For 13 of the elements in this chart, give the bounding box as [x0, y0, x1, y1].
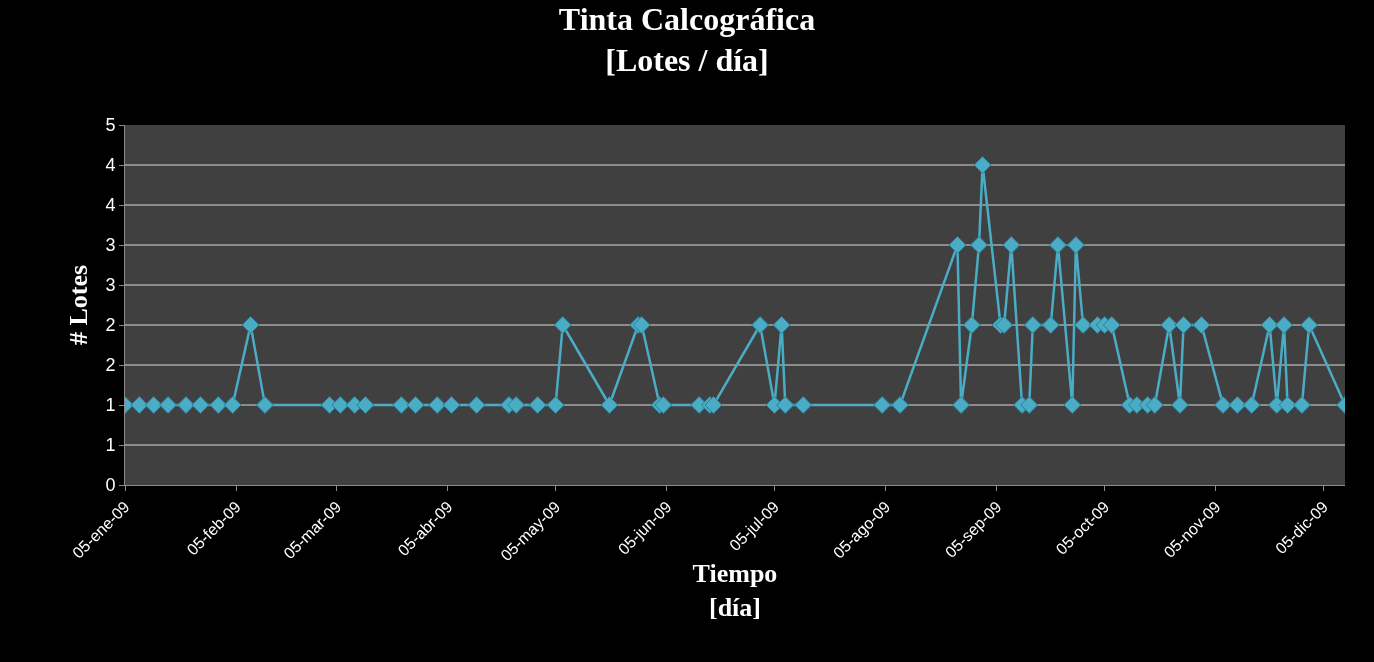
y-tick-label: 2: [105, 315, 116, 336]
y-tick-label: 5: [105, 115, 116, 136]
chart-title: Tinta Calcográfica [Lotes / día]: [558, 0, 816, 79]
y-tick-label: 4: [105, 155, 116, 176]
y-tick-label: 2: [105, 355, 116, 376]
y-tick-label: 3: [105, 275, 116, 296]
y-axis-title: # Lotes: [63, 264, 93, 346]
y-tick-label: 0: [105, 475, 116, 496]
y-tick-label: 1: [105, 435, 116, 456]
y-tick-label: 3: [105, 235, 116, 256]
y-tick-label: 1: [105, 395, 116, 416]
y-tick-label: 4: [105, 195, 116, 216]
x-axis-title: Tiempo [día]: [692, 558, 778, 622]
